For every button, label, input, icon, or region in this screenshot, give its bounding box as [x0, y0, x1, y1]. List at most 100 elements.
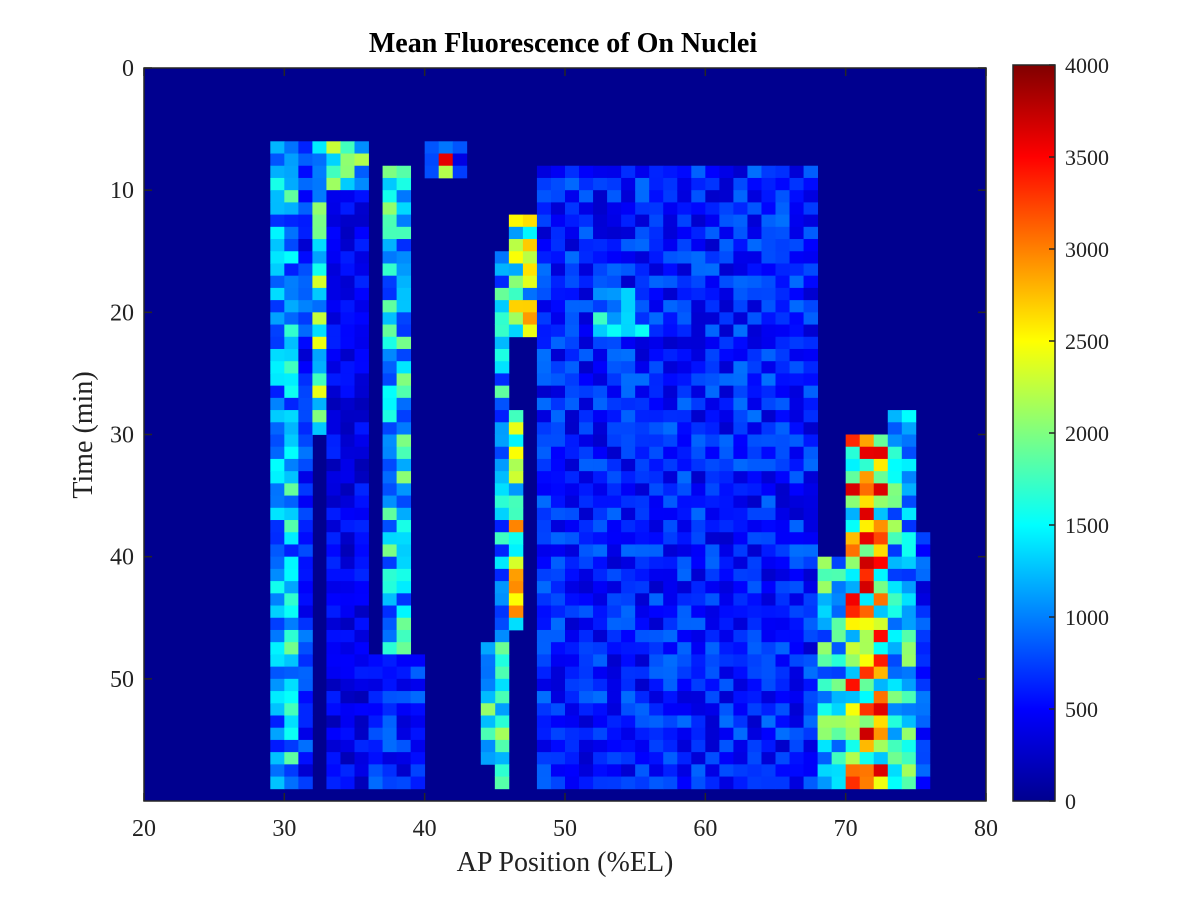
heatmap-cell	[298, 165, 313, 179]
heatmap-cell	[607, 397, 622, 411]
heatmap-cell	[494, 507, 510, 521]
heatmap-cell	[270, 153, 285, 167]
heatmap-cell	[284, 483, 299, 496]
heatmap-cell	[550, 422, 566, 435]
heatmap-cell	[635, 263, 650, 277]
heatmap-cell	[761, 495, 776, 509]
heatmap-cell	[705, 691, 720, 704]
heatmap-cell	[607, 458, 622, 472]
heatmap-cell	[565, 446, 580, 460]
heatmap-cell	[761, 471, 776, 484]
heatmap-cell	[340, 251, 355, 264]
heatmap-cell	[677, 385, 692, 399]
heatmap-cell	[831, 678, 847, 692]
heatmap-cell	[382, 556, 397, 570]
heatmap-cell	[326, 251, 341, 264]
heatmap-cell	[831, 703, 847, 716]
heatmap-cell	[298, 397, 313, 411]
heatmap-cell	[508, 312, 524, 325]
heatmap-cell	[803, 654, 818, 668]
heatmap-cell	[508, 605, 524, 619]
heatmap-cell	[368, 752, 383, 765]
heatmap-cell	[565, 471, 580, 484]
heatmap-cell	[312, 361, 327, 374]
heatmap-cell	[803, 715, 818, 729]
heatmap-cell	[901, 434, 917, 448]
heatmap-cell	[621, 312, 636, 325]
heatmap-cell	[803, 385, 818, 399]
heatmap-cell	[761, 629, 776, 643]
heatmap-cell	[761, 385, 776, 399]
heatmap-cell	[298, 581, 313, 594]
heatmap-cell	[803, 165, 818, 179]
heatmap-cell	[803, 593, 818, 606]
heatmap-cell	[284, 471, 299, 484]
heatmap-cell	[873, 715, 889, 729]
heatmap-cell	[579, 422, 594, 435]
heatmap-cell	[887, 642, 903, 655]
heatmap-cell	[747, 397, 762, 411]
heatmap-cell	[649, 239, 664, 252]
heatmap-cell	[635, 202, 650, 215]
heatmap-cell	[593, 165, 608, 179]
heatmap-cell	[803, 691, 818, 704]
heatmap-cell	[396, 666, 412, 680]
heatmap-cell	[705, 593, 720, 606]
heatmap-cell	[663, 739, 678, 753]
heatmap-cell	[733, 312, 748, 325]
heatmap-cell	[494, 727, 510, 741]
heatmap-cell	[536, 226, 552, 240]
heatmap-cell	[593, 202, 608, 215]
heatmap-cell	[508, 520, 524, 533]
heatmap-cell	[649, 691, 664, 704]
heatmap-cell	[831, 605, 847, 619]
colorbar-tick-label: 3000	[1065, 237, 1109, 262]
heatmap-cell	[635, 397, 650, 411]
heatmap-cell	[887, 629, 903, 643]
heatmap-cell	[733, 336, 748, 350]
heatmap-cell	[298, 141, 313, 154]
heatmap-cell	[382, 312, 397, 325]
heatmap-cell	[705, 165, 720, 179]
heatmap-cell	[733, 654, 748, 668]
heatmap-cell	[705, 617, 720, 631]
heatmap-cell	[677, 739, 692, 753]
heatmap-cell	[649, 739, 664, 753]
heatmap-cell	[677, 556, 692, 570]
heatmap-cell	[270, 397, 285, 411]
heatmap-cell	[536, 361, 552, 374]
heatmap-cell	[550, 715, 566, 729]
heatmap-cell	[663, 629, 678, 643]
heatmap-cell	[663, 300, 678, 313]
heatmap-cell	[705, 226, 720, 240]
heatmap-cell	[270, 764, 285, 777]
heatmap-cell	[719, 458, 734, 472]
heatmap-cell	[382, 251, 397, 264]
heatmap-cell	[298, 410, 313, 423]
heatmap-cell	[340, 239, 355, 252]
heatmap-cell	[494, 556, 510, 570]
heatmap-cell	[621, 446, 636, 460]
heatmap-cell	[663, 752, 678, 765]
heatmap-cell	[593, 214, 608, 228]
heatmap-cell	[298, 556, 313, 570]
heatmap-cell	[354, 251, 369, 264]
heatmap-cell	[691, 202, 706, 215]
heatmap-cell	[747, 226, 762, 240]
heatmap-cell	[635, 507, 650, 521]
heatmap-cell	[565, 361, 580, 374]
heatmap-cell	[284, 678, 299, 692]
heatmap-cell	[719, 397, 734, 411]
heatmap-cell	[691, 214, 706, 228]
heatmap-cell	[494, 324, 510, 338]
y-tick-label: 20	[110, 300, 134, 326]
heatmap-cell	[508, 581, 524, 594]
heatmap-cell	[635, 410, 650, 423]
heatmap-cell	[635, 312, 650, 325]
heatmap-cell	[621, 348, 636, 362]
heatmap-cell	[635, 764, 650, 777]
heatmap-cell	[536, 495, 552, 509]
heatmap-cell	[565, 177, 580, 191]
heatmap-cell	[565, 629, 580, 643]
heatmap-cell	[663, 617, 678, 631]
